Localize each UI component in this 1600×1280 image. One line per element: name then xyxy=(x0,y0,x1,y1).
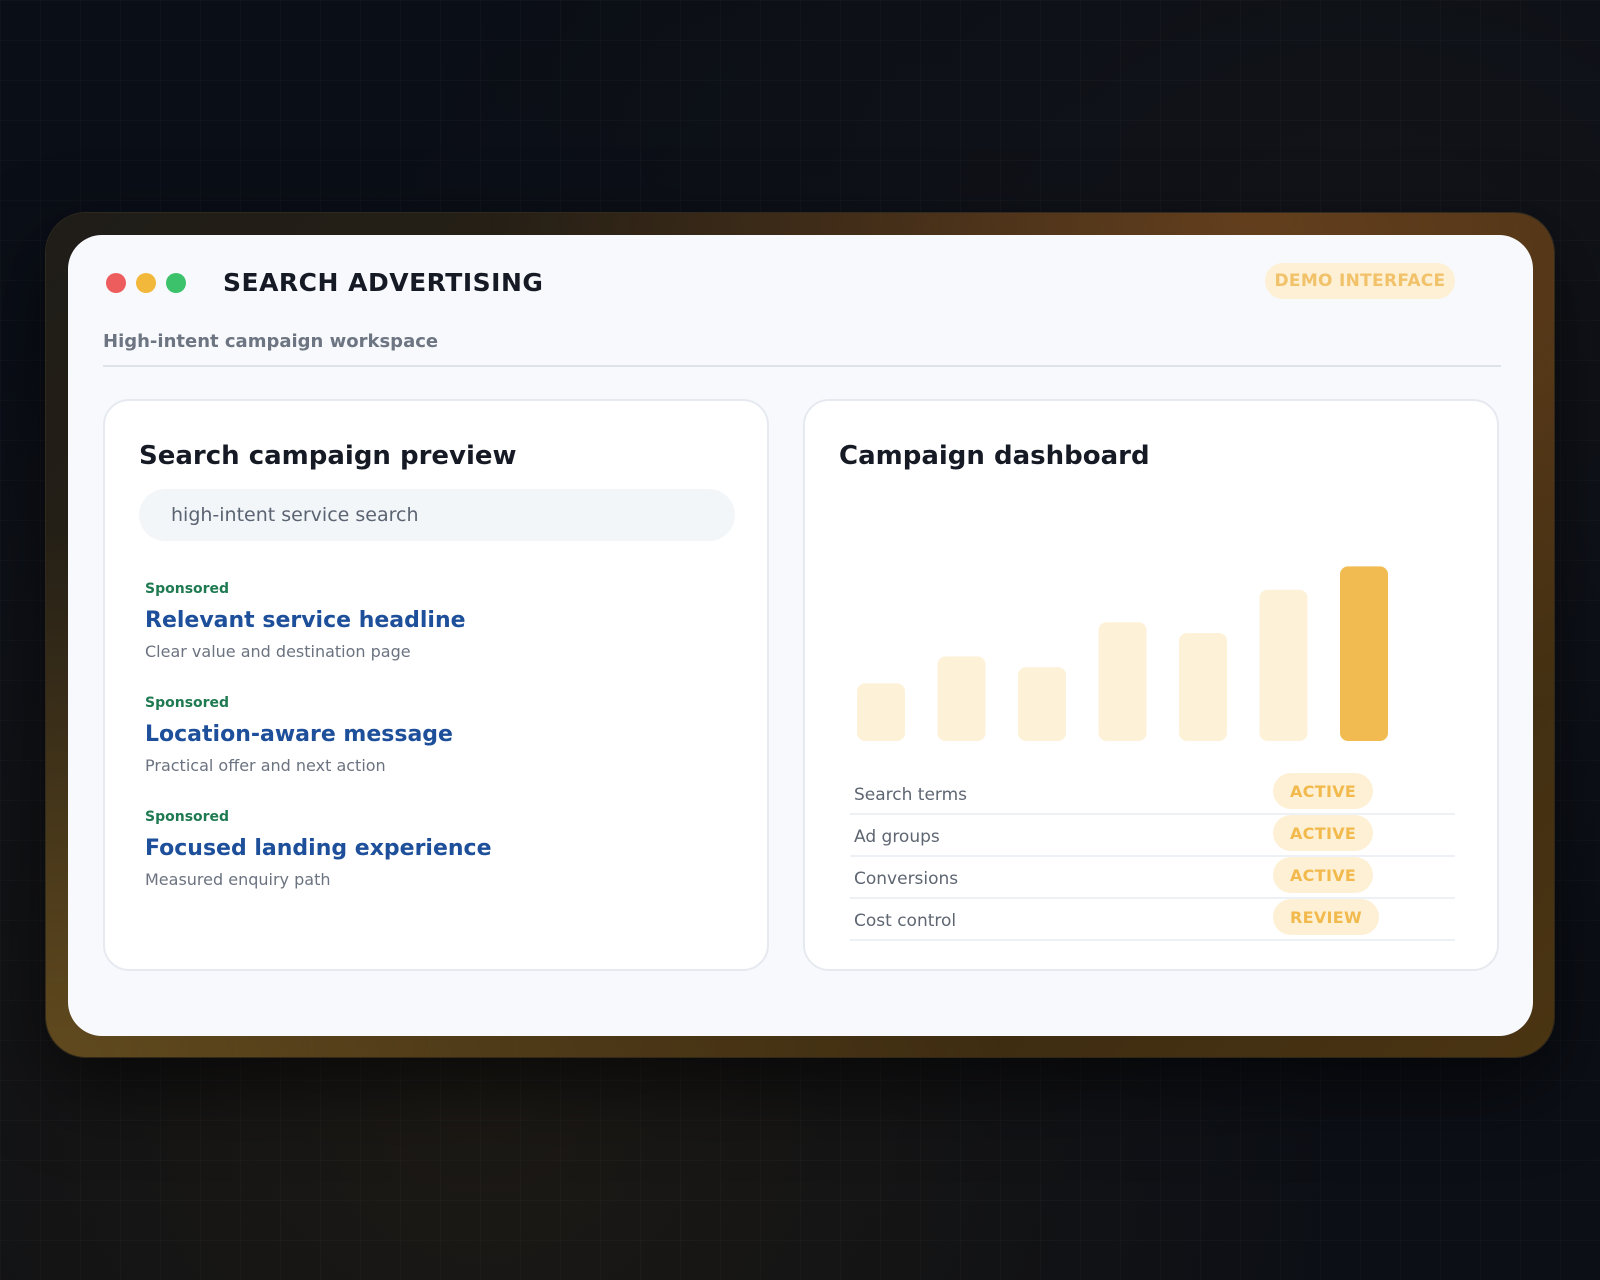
chart-bar-6 xyxy=(1259,589,1308,741)
status-row-conversions[interactable]: Conversions ACTIVE xyxy=(850,857,1455,899)
search-campaign-preview-card: Search campaign preview high-intent serv… xyxy=(103,399,769,971)
status-badge: REVIEW xyxy=(1273,899,1379,935)
ad-headline-link[interactable]: Focused landing experience xyxy=(145,836,492,861)
maximize-window-icon[interactable] xyxy=(166,273,186,293)
chart-bar-2 xyxy=(937,656,986,741)
window-controls xyxy=(106,273,186,293)
chart-bar-1 xyxy=(857,683,905,741)
ad-description: Practical offer and next action xyxy=(145,756,386,775)
status-badge: ACTIVE xyxy=(1273,773,1374,809)
sponsored-ad-2: Sponsored Location-aware message Practic… xyxy=(145,695,453,775)
chart-bar-5 xyxy=(1179,633,1227,741)
demo-interface-badge: DEMO INTERFACE xyxy=(1265,263,1455,299)
sponsored-ad-1: Sponsored Relevant service headline Clea… xyxy=(145,581,466,661)
sponsored-ad-3: Sponsored Focused landing experience Mea… xyxy=(145,809,492,889)
status-row-search-terms[interactable]: Search terms ACTIVE xyxy=(850,773,1455,815)
campaign-dashboard-card: Campaign dashboard Search terms ACTIVE A… xyxy=(803,399,1499,971)
app-title: SEARCH ADVERTISING xyxy=(223,268,544,297)
ad-headline-link[interactable]: Location-aware message xyxy=(145,722,453,747)
search-input[interactable]: high-intent service search xyxy=(139,489,735,541)
sponsored-label: Sponsored xyxy=(145,695,230,711)
ad-headline-link[interactable]: Relevant service headline xyxy=(145,608,466,633)
status-row-label: Cost control xyxy=(854,911,957,931)
status-badge: ACTIVE xyxy=(1273,857,1374,893)
campaign-bar-chart xyxy=(857,566,1388,741)
ad-description: Clear value and destination page xyxy=(145,642,411,661)
app-window: SEARCH ADVERTISING DEMO INTERFACE High-i… xyxy=(68,235,1533,1036)
chart-bar-3 xyxy=(1018,667,1066,741)
preview-card-title: Search campaign preview xyxy=(139,441,517,471)
status-row-cost-control[interactable]: Cost control REVIEW xyxy=(850,899,1455,941)
chart-bar-7 xyxy=(1340,566,1388,741)
status-row-label: Ad groups xyxy=(854,827,940,847)
sponsored-label: Sponsored xyxy=(145,581,230,597)
sponsored-label: Sponsored xyxy=(145,809,230,825)
minimize-window-icon[interactable] xyxy=(136,273,156,293)
header-divider xyxy=(103,365,1501,367)
workspace-subtitle: High-intent campaign workspace xyxy=(103,331,439,352)
dashboard-card-title: Campaign dashboard xyxy=(839,441,1150,471)
campaign-status-table: Search terms ACTIVE Ad groups ACTIVE Con… xyxy=(850,773,1455,941)
status-row-label: Search terms xyxy=(854,785,968,805)
status-row-label: Conversions xyxy=(854,869,959,889)
ad-description: Measured enquiry path xyxy=(145,870,331,889)
status-badge: ACTIVE xyxy=(1273,815,1374,851)
chart-bar-4 xyxy=(1098,622,1147,741)
close-window-icon[interactable] xyxy=(106,273,126,293)
status-row-ad-groups[interactable]: Ad groups ACTIVE xyxy=(850,815,1455,857)
